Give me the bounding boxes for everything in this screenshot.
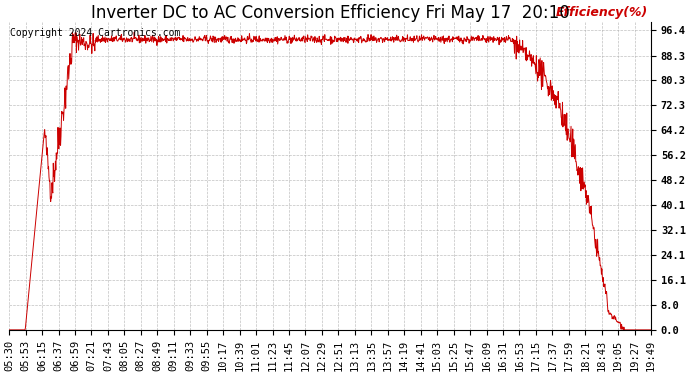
Text: Efficiency(%): Efficiency(%): [555, 6, 648, 19]
Title: Inverter DC to AC Conversion Efficiency Fri May 17  20:10: Inverter DC to AC Conversion Efficiency …: [91, 4, 569, 22]
Text: Copyright 2024 Cartronics.com: Copyright 2024 Cartronics.com: [10, 28, 181, 39]
